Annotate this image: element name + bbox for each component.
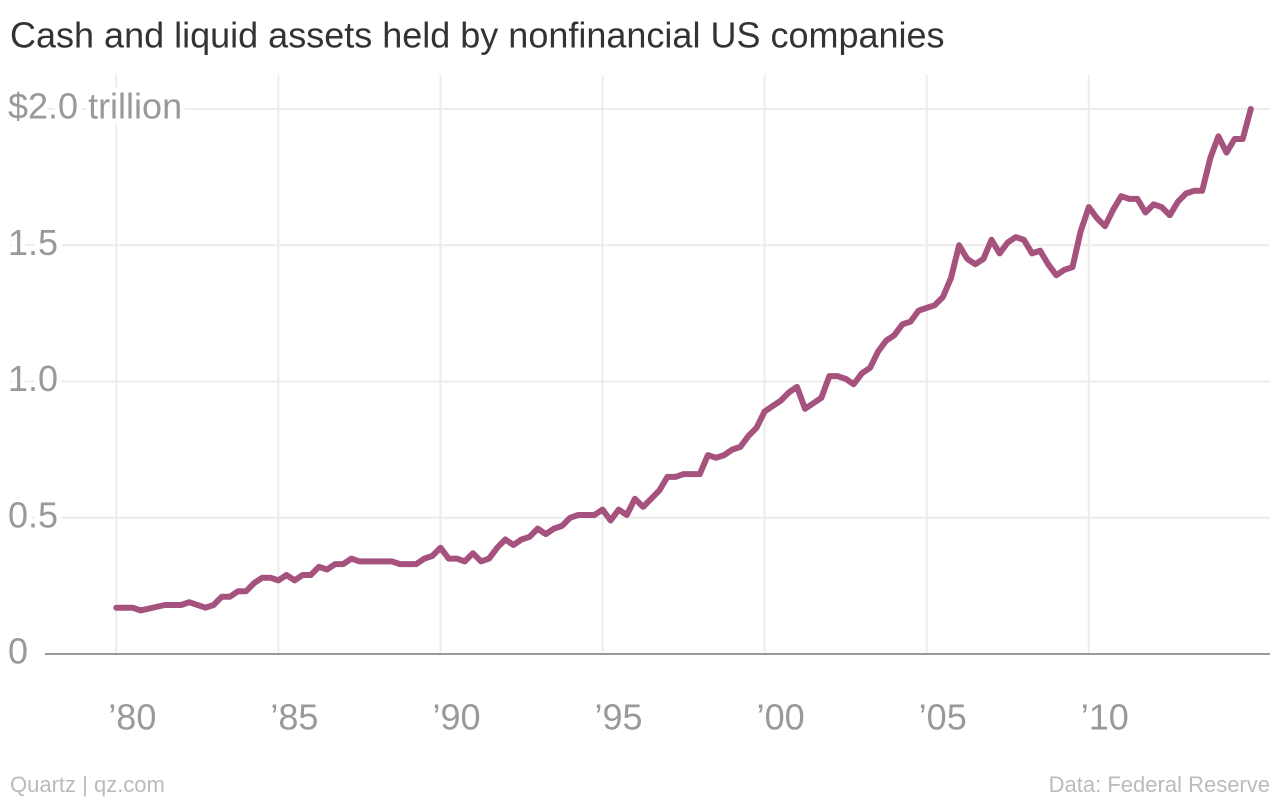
x-tick-label: ’85 — [270, 697, 318, 738]
x-tick-label: ’10 — [1081, 697, 1129, 738]
y-tick-label: 1.5 — [8, 222, 58, 263]
line — [113, 106, 1254, 614]
x-tick-label: ’80 — [108, 697, 156, 738]
x-tick-label: ’90 — [432, 697, 480, 738]
chart-title: Cash and liquid assets held by nonfinanc… — [10, 15, 945, 56]
x-tick-label: ’00 — [757, 697, 805, 738]
source: Data: Federal Reserve — [1049, 772, 1270, 797]
x-tick-label: ’05 — [919, 697, 967, 738]
y-tick-label: 0.5 — [8, 494, 58, 535]
y-tick-label: 0 — [8, 631, 28, 672]
y-tick-label: $2.0 trillion — [8, 86, 182, 127]
x-tick-label: ’95 — [595, 697, 643, 738]
credit: Quartz | qz.com — [10, 772, 165, 797]
y-tick-label: 1.0 — [8, 358, 58, 399]
